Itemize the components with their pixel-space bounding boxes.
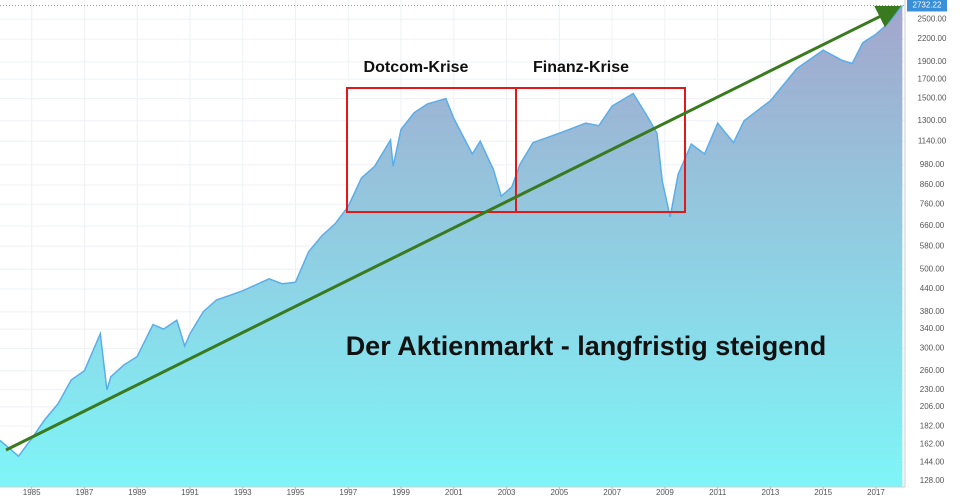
y-tick-label: 440.00 (920, 284, 945, 293)
y-tick-label: 1500.00 (918, 94, 947, 103)
x-tick-label: 1997 (339, 488, 357, 497)
trend-arrow (5, 5, 902, 452)
y-axis-bg (905, 0, 960, 500)
y-tick-label: 500.00 (920, 264, 945, 273)
x-tick-label: 1995 (287, 488, 305, 497)
y-tick-label: 380.00 (920, 307, 945, 316)
x-tick-label: 2007 (603, 488, 621, 497)
x-tick-label: 1991 (181, 488, 199, 497)
x-tick-label: 2017 (867, 488, 885, 497)
x-tick-label: 1989 (128, 488, 146, 497)
y-tick-label: 260.00 (920, 366, 945, 375)
y-tick-label: 1900.00 (918, 57, 947, 66)
last-price-label: 2732.22 (913, 1, 942, 10)
line (0, 5, 903, 458)
y-tick-label: 1700.00 (918, 74, 947, 83)
y-tick-label: 1140.00 (918, 136, 947, 145)
area (0, 5, 903, 487)
y-tick-label: 230.00 (920, 385, 945, 394)
x-tick-label: 2003 (498, 488, 516, 497)
y-tick-label: 2200.00 (918, 34, 947, 43)
x-tick-label: 2005 (550, 488, 568, 497)
x-tick-label: 2001 (445, 488, 463, 497)
y-tick-label: 860.00 (920, 180, 945, 189)
x-tick-label: 1993 (234, 488, 252, 497)
x-tick-label: 2015 (814, 488, 832, 497)
y-tick-label: 182.00 (920, 421, 945, 430)
y-tick-label: 660.00 (920, 221, 945, 230)
x-tick-label: 2013 (762, 488, 780, 497)
y-tick-label: 980.00 (920, 160, 945, 169)
y-tick-label: 144.00 (920, 458, 945, 467)
annotation: Dotcom-Krise (364, 59, 469, 76)
axes: 2500.00 2200.00 1900.00 1700.00 1500.00 1300.… (23, 0, 947, 497)
y-tick-label: 340.00 (920, 324, 945, 333)
y-tick-label: 760.00 (920, 199, 945, 208)
y-tick-label: 300.00 (920, 344, 945, 353)
plot (0, 4, 905, 487)
finanz-box (515, 87, 686, 213)
y-tick-label: 2500.00 (918, 14, 947, 23)
last-price-tag (907, 0, 947, 12)
x-tick-label: 2009 (656, 488, 674, 497)
annotation: Finanz-Krise (533, 59, 629, 76)
y-tick-label: 1300.00 (918, 116, 947, 125)
x-tick-label: 2011 (709, 488, 727, 497)
y-tick-label: 162.00 (920, 439, 945, 448)
y-tick-label: 206.00 (920, 402, 945, 411)
annotation: Der Aktienmarkt - langfristig steigend (346, 331, 827, 361)
x-tick-label: 1987 (76, 488, 94, 497)
y-tick-label: 128.00 (920, 476, 945, 485)
x-tick-label: 1985 (23, 488, 41, 497)
y-tick-label: 580.00 (920, 241, 945, 250)
x-tick-label: 1999 (392, 488, 410, 497)
